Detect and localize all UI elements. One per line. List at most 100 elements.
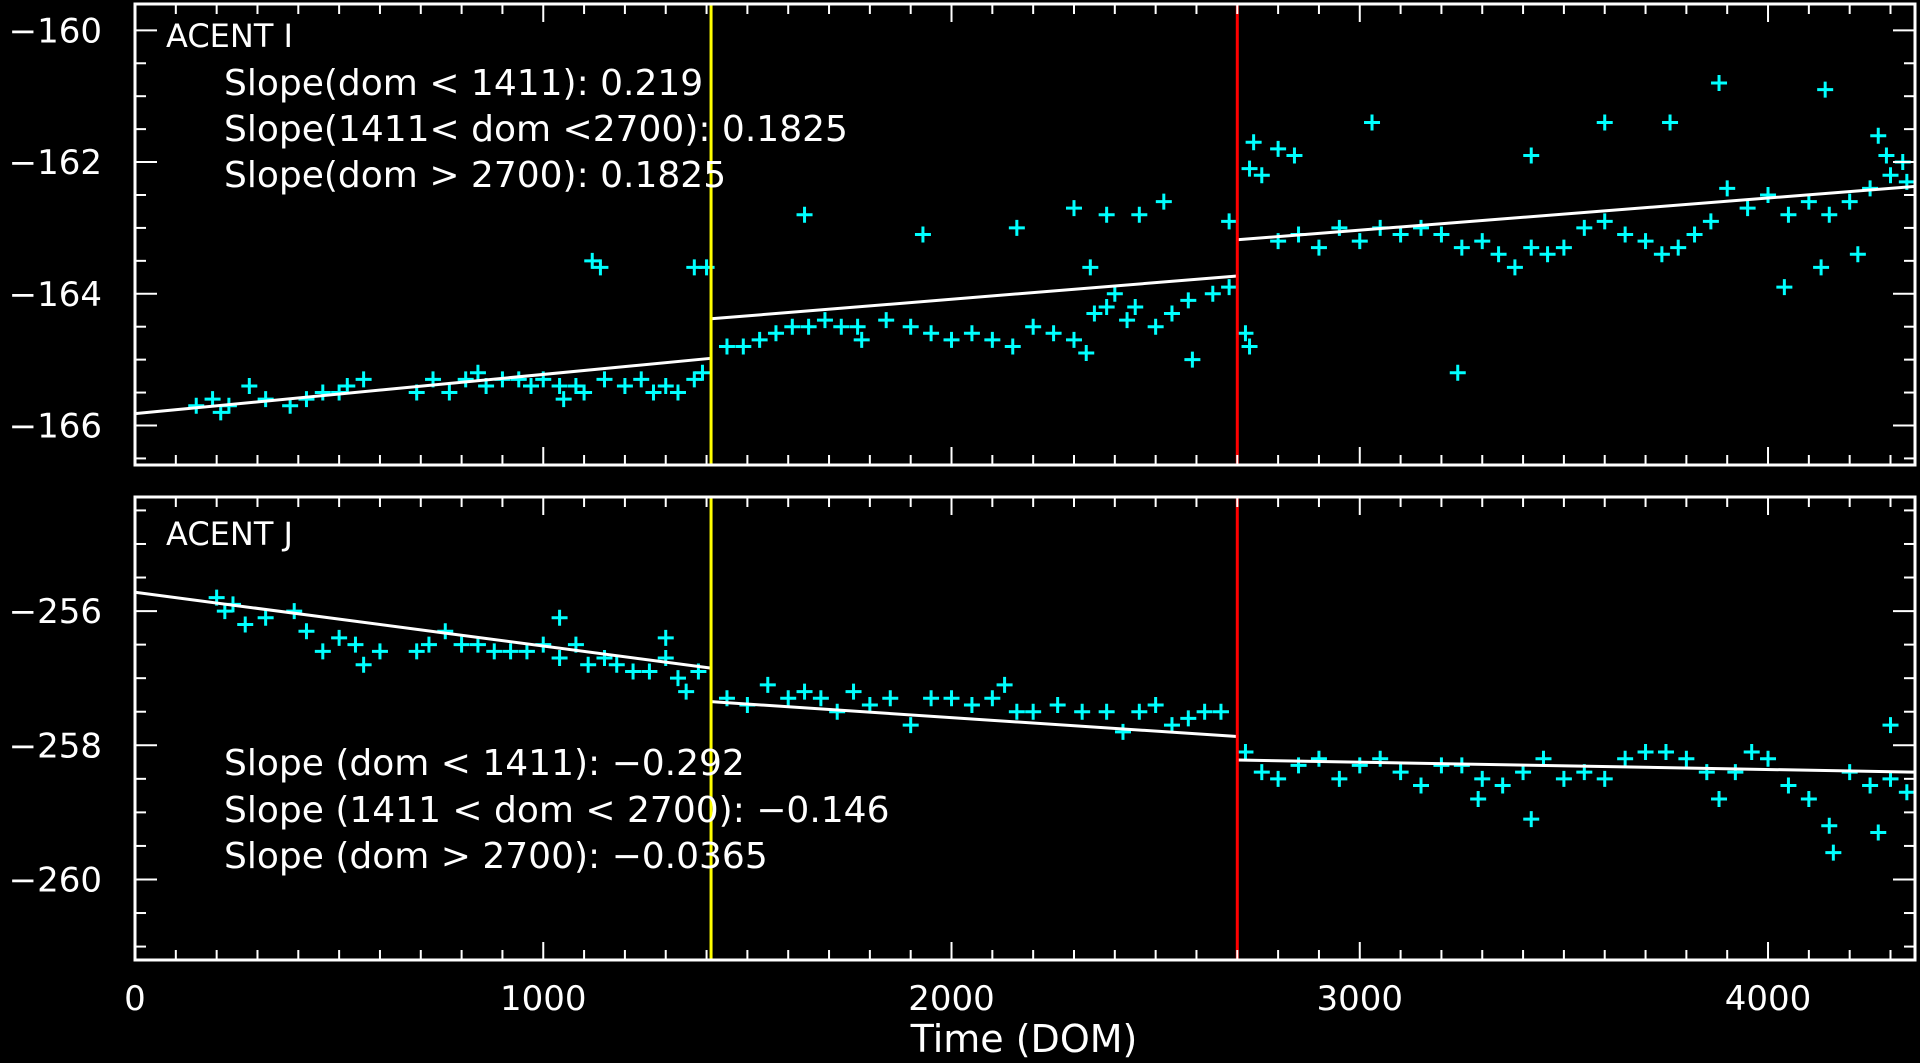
acent-j-data-point-45: [923, 690, 940, 707]
acent-i-data-point-130: [1870, 127, 1887, 144]
acent-j-data-point-99: [1825, 844, 1842, 861]
acent-i-data-point-15: [457, 371, 474, 388]
acent-i-slope-1: Slope(dom < 1411): 0.219: [224, 63, 703, 104]
acent-i-data-point-68: [1221, 279, 1238, 296]
acent-j-data-point-19: [518, 643, 535, 660]
acent-j-data-point-25: [608, 656, 625, 673]
panel-acent-j: −256 −258 −260 0 1000 2000 3000 4000 ACENT J S…: [9, 495, 1917, 1061]
acent-i-data-point-48: [878, 312, 895, 329]
acent-i-data-point-45: [833, 318, 850, 335]
acent-i-data-point-40: [751, 331, 768, 348]
acent-j-data-point-11: [371, 643, 388, 660]
acent-i-data-point-125: [1711, 75, 1728, 92]
acent-j-data-point-8: [331, 629, 348, 646]
acent-i-data-point-97: [1490, 246, 1507, 263]
acent-j-data-point-71: [1413, 777, 1430, 794]
acent-j-data-point-64: [1270, 770, 1287, 787]
acent-j-data-point-47: [963, 697, 980, 714]
acent-i-data-point-103: [1596, 213, 1613, 230]
acent-i-ytick-label: −160: [9, 11, 102, 51]
acent-i-data-point-83: [1286, 147, 1303, 164]
acent-j-xtick-label: 1000: [500, 979, 587, 1019]
acent-i-data-point-24: [567, 377, 584, 394]
acent-j-data-point-17: [486, 643, 503, 660]
acent-j-data-point-21: [551, 650, 568, 667]
acent-j-data-point-70: [1392, 764, 1409, 781]
acent-j-data-point-63: [1253, 764, 1270, 781]
acent-j-data-point-52: [1049, 697, 1066, 714]
acent-i-data-point-30: [657, 377, 674, 394]
acent-j-ytick-label: −260: [9, 860, 102, 900]
acent-j-data-point-89: [1760, 750, 1777, 767]
acent-i-data-point-89: [1331, 219, 1348, 236]
acent-i-data-point-110: [1719, 180, 1736, 197]
acent-j-data-point-43: [882, 690, 899, 707]
acent-j-data-point-78: [1555, 770, 1572, 787]
acent-j-data-point-29: [669, 670, 686, 687]
acent-i-data-point-34: [584, 252, 601, 269]
acent-j-data-point-49: [996, 676, 1013, 693]
acent-j-ytick-labels: −256 −258 −260: [9, 592, 102, 900]
acent-j-data-point-12: [408, 643, 425, 660]
acent-i-data-point-82: [1270, 140, 1287, 157]
acent-j-data-point-95: [1882, 770, 1899, 787]
acent-j-data-point-4: [257, 609, 274, 626]
acent-i-data-point-70: [914, 226, 931, 243]
acent-i-fit-line-1: [710, 274, 1238, 321]
acent-i-data-point-28: [633, 371, 650, 388]
acent-j-data-point-50: [1008, 703, 1025, 720]
acent-i-data-point-19: [510, 371, 527, 388]
acent-i-ytick-label: −164: [9, 275, 102, 315]
acent-j-data-point-92: [1821, 817, 1838, 834]
acent-j-data-point-90: [1780, 777, 1797, 794]
acent-i-data-point-0: [188, 397, 205, 414]
acent-i-data-point-52: [963, 325, 980, 342]
acent-j-data-point-16: [469, 636, 486, 653]
acent-i-data-point-78: [1221, 213, 1238, 230]
acent-j-data-point-1: [216, 603, 233, 620]
acent-j-data-point-80: [1596, 770, 1613, 787]
acent-j-data-point-101: [1882, 717, 1899, 734]
acent-i-data-point-6: [282, 397, 299, 414]
acent-j-data-point-67: [1331, 770, 1348, 787]
acent-i-data-point-23: [555, 391, 572, 408]
acent-i-data-point-11: [355, 371, 372, 388]
acent-i-title: ACENT I: [166, 17, 293, 55]
acent-i-data-point-64: [1147, 318, 1164, 335]
acent-i-data-point-77: [1184, 351, 1201, 368]
acent-i-slope-3: Slope(dom > 2700): 0.1825: [224, 155, 726, 196]
acent-j-slope-3: Slope (dom > 2700): −0.0365: [224, 836, 768, 877]
acent-j-data-point-100: [1870, 824, 1887, 841]
acent-i-marker-layer: [709, 4, 1239, 465]
panel-acent-i: −160 −162 −164 −166 ACENT I Slope(dom < 141…: [9, 2, 1917, 467]
acent-j-data-point-56: [1131, 703, 1148, 720]
acent-i-data-point-61: [1106, 285, 1123, 302]
acent-j-data-point-41: [845, 683, 862, 700]
acent-i-ytick-label: −166: [9, 406, 102, 446]
acent-j-data-point-38: [796, 683, 813, 700]
acent-i-data-point-101: [1555, 239, 1572, 256]
acent-j-data-point-7: [314, 643, 331, 660]
acent-i-data-point-41: [767, 325, 784, 342]
acent-j-data-point-98: [1523, 811, 1540, 828]
acent-i-data-point-75: [1155, 193, 1172, 210]
acent-i-data-point-107: [1670, 239, 1687, 256]
acent-j-data-point-66: [1310, 750, 1327, 767]
acent-j-data-point-87: [1727, 764, 1744, 781]
acent-j-data-point-91: [1800, 790, 1817, 807]
acent-j-fit-line-1: [710, 700, 1238, 739]
acent-i-data-point-94: [1433, 226, 1450, 243]
acent-i-data-point-10: [339, 377, 356, 394]
acent-j-data-point-15: [453, 636, 470, 653]
acent-i-data-point-46: [849, 318, 866, 335]
acent-i-data-point-92: [1392, 226, 1409, 243]
acent-j-data-point-94: [1862, 777, 1879, 794]
acent-i-data-point-123: [1596, 114, 1613, 131]
acent-j-ticks-layer: [134, 497, 1915, 960]
acent-i-data-point-58: [1078, 345, 1095, 362]
acent-j-data-point-82: [1637, 743, 1654, 760]
acent-j-fit-line-2: [1237, 758, 1916, 774]
acent-i-data-point-59: [1086, 305, 1103, 322]
acent-i-data-point-25: [576, 384, 593, 401]
